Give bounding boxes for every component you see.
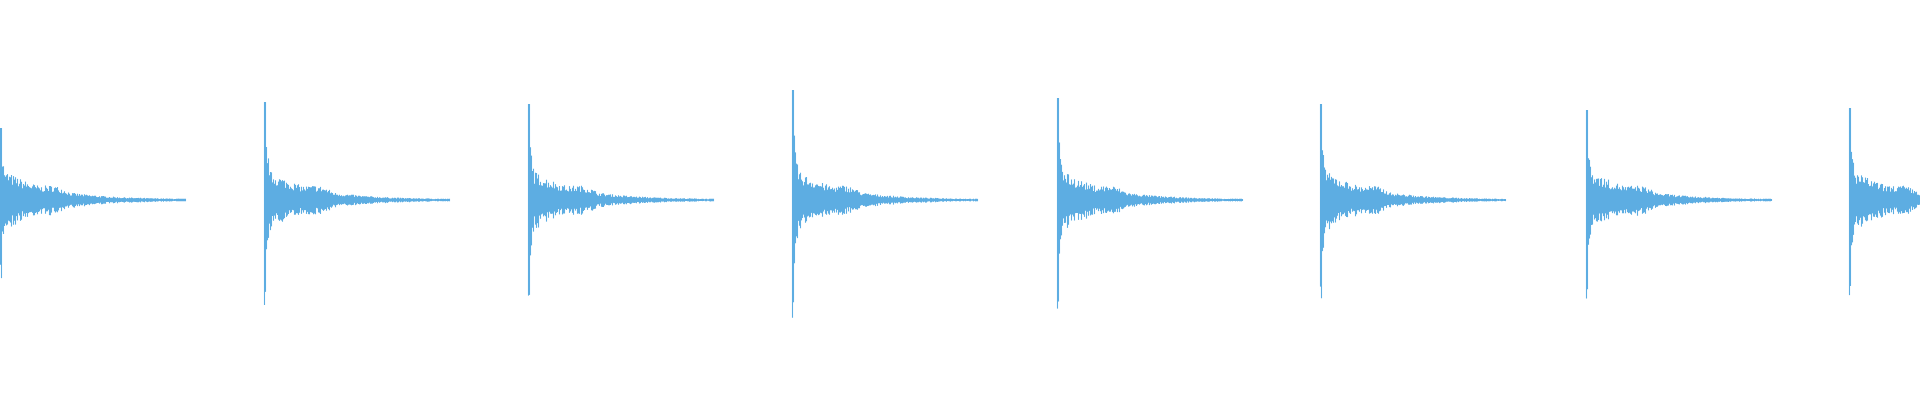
waveform-transient-7 <box>1585 110 1773 299</box>
waveform-transient-4 <box>791 90 979 318</box>
waveform-transient-5 <box>1056 98 1244 309</box>
waveform-transient-2 <box>263 102 451 305</box>
waveform-transient-3 <box>527 104 715 296</box>
waveform-transient-6 <box>1319 104 1507 299</box>
waveform-transient-8 <box>1848 108 1920 296</box>
waveform-transient-1 <box>0 128 187 279</box>
